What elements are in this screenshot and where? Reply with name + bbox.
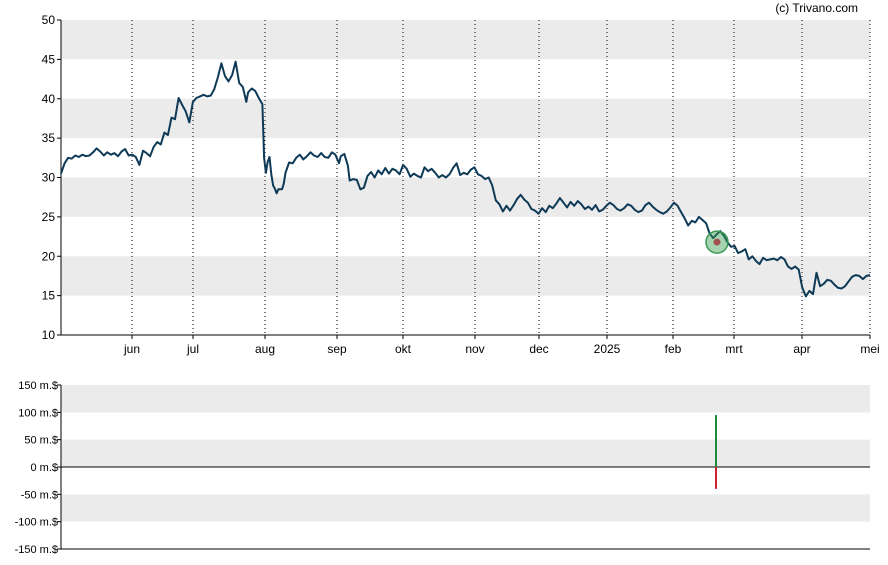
price-panel: jun jul aug sep okt nov dec 2025 feb mrt apr mei101… <box>42 13 880 356</box>
insider-marker-dot <box>713 238 721 246</box>
grid-band <box>61 494 870 522</box>
x-tick-label: 2025 <box>594 342 621 356</box>
y-tick-label: 35 <box>42 131 56 145</box>
price-line <box>60 60 871 298</box>
y-tick-label: 50 <box>42 13 56 27</box>
grid-band <box>61 20 870 60</box>
x-tick-label: nov <box>465 342 484 356</box>
x-tick-label: jul <box>186 342 199 356</box>
y-tick-label: 15 <box>42 289 56 303</box>
y-tick-label: 10 <box>42 328 56 342</box>
grid-band <box>61 98 870 139</box>
x-tick-label: jun <box>123 342 140 356</box>
y-tick-label: 40 <box>42 92 56 106</box>
x-tick-label: apr <box>793 342 810 356</box>
y-tick-label: 30 <box>42 171 56 185</box>
x-tick-label: okt <box>395 342 412 356</box>
y-tick-label: -150 m.$ <box>15 544 58 556</box>
y-tick-label: 100 m.$ <box>18 407 58 419</box>
copyright-label: (c) Trivano.com <box>775 1 858 15</box>
grid-band <box>61 385 870 413</box>
y-tick-label: -100 m.$ <box>15 517 58 529</box>
x-tick-label: feb <box>665 342 682 356</box>
x-tick-label: aug <box>255 342 275 356</box>
x-tick-label: sep <box>327 342 347 356</box>
y-tick-label: 50 m.$ <box>24 435 58 447</box>
grid-band <box>61 439 870 467</box>
grid-band <box>61 177 870 217</box>
y-tick-label: -50 m.$ <box>21 489 58 501</box>
y-tick-label: 25 <box>42 210 56 224</box>
x-tick-label: mei <box>860 342 879 356</box>
x-tick-label: dec <box>529 342 548 356</box>
x-tick-label: mrt <box>725 342 743 356</box>
volume-panel: -150 m.$ -100 m.$ -50 m.$ 0 m.$ 50 m.$ 100 m.… <box>15 380 870 556</box>
y-tick-label: 0 m.$ <box>30 462 58 474</box>
grid-band <box>61 256 870 296</box>
y-tick-label: 45 <box>42 52 56 66</box>
y-tick-label: 150 m.$ <box>18 380 58 392</box>
y-tick-label: 20 <box>42 249 56 263</box>
